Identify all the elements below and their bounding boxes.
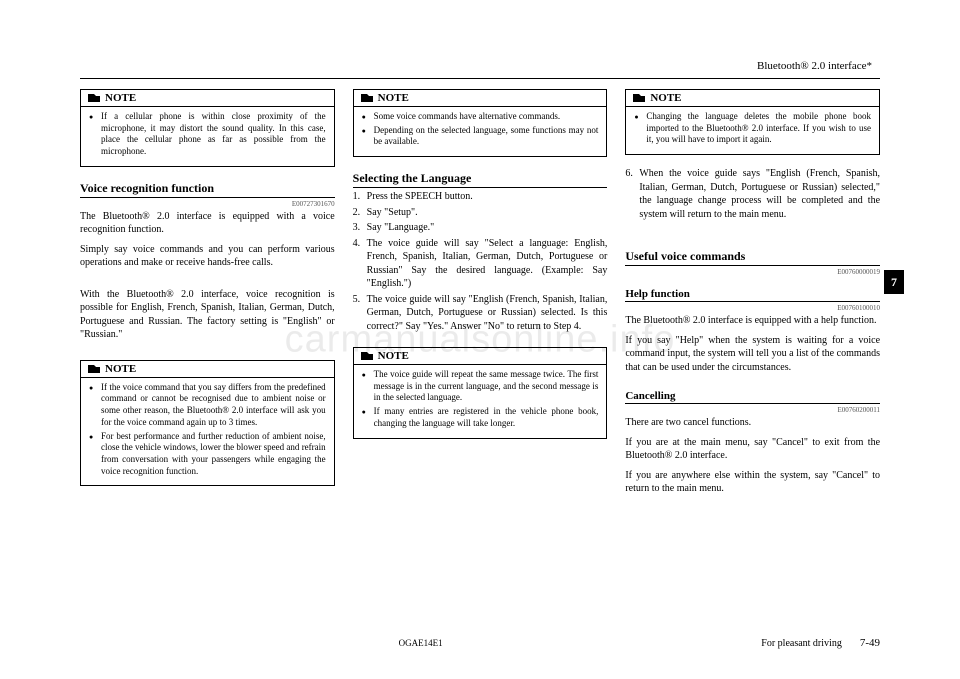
note-header: NOTE (81, 90, 334, 107)
list-num: 6. (625, 167, 633, 181)
section-heading: Useful voice commands (625, 249, 880, 266)
column-2: NOTE Some voice commands have alternativ… (353, 89, 608, 629)
note-item: For best performance and further reducti… (89, 431, 326, 478)
body-text: With the Bluetooth® 2.0 interface, voice… (80, 288, 335, 342)
note-icon (632, 93, 646, 103)
footer-right: For pleasant driving 7-49 (761, 637, 880, 649)
reference-code: E00760000019 (625, 268, 880, 276)
note-item: Depending on the selected language, some… (362, 125, 599, 148)
list-num: 4. (353, 237, 361, 251)
note-box: NOTE If a cellular phone is within close… (80, 89, 335, 167)
note-body: If the voice command that you say differ… (81, 378, 334, 486)
note-label: NOTE (378, 350, 409, 362)
note-label: NOTE (650, 92, 681, 104)
list-item: 4. The voice guide will say "Select a lan… (353, 237, 608, 291)
page-tab: 7 (884, 270, 904, 294)
note-body: Changing the language deletes the mobile… (626, 107, 879, 154)
body-text: The Bluetooth® 2.0 interface is equipped… (625, 314, 880, 328)
note-item: If a cellular phone is within close prox… (89, 111, 326, 158)
body-text: There are two cancel functions. (625, 416, 880, 430)
body-text: The Bluetooth® 2.0 interface is equipped… (80, 210, 335, 237)
note-item: Some voice commands have alternative com… (362, 111, 599, 123)
list-num: 3. (353, 221, 361, 235)
spacer (80, 276, 335, 288)
columns: NOTE If a cellular phone is within close… (80, 89, 880, 629)
list-text: Press the SPEECH button. (367, 191, 473, 202)
note-item: Changing the language deletes the mobile… (634, 111, 871, 146)
section-heading: Voice recognition function (80, 181, 335, 198)
body-text: If you are at the main menu, say "Cancel… (625, 436, 880, 463)
note-icon (87, 364, 101, 374)
footer-center: OGAE14E1 (80, 638, 761, 648)
note-body: The voice guide will repeat the same mes… (354, 365, 607, 437)
ordered-list: 1. Press the SPEECH button. 2. Say "Setup"… (353, 190, 608, 335)
note-box: NOTE If the voice command that you say d… (80, 360, 335, 487)
footer-section-title: For pleasant driving (761, 638, 842, 649)
header-title: Bluetooth® 2.0 interface* (80, 60, 880, 72)
note-body: Some voice commands have alternative com… (354, 107, 607, 156)
list-item: 3. Say "Language." (353, 221, 608, 235)
note-header: NOTE (354, 348, 607, 365)
note-icon (360, 351, 374, 361)
page-container: Bluetooth® 2.0 interface* NOTE If a cell… (0, 0, 960, 679)
note-header: NOTE (626, 90, 879, 107)
list-num: 2. (353, 206, 361, 220)
note-icon (87, 93, 101, 103)
body-text: If you say "Help" when the system is wai… (625, 334, 880, 375)
note-label: NOTE (105, 363, 136, 375)
body-text: Simply say voice commands and you can pe… (80, 243, 335, 270)
note-body: If a cellular phone is within close prox… (81, 107, 334, 166)
column-3: NOTE Changing the language deletes the m… (625, 89, 880, 629)
note-box: NOTE The voice guide will repeat the sam… (353, 347, 608, 438)
column-1: NOTE If a cellular phone is within close… (80, 89, 335, 629)
note-item: The voice guide will repeat the same mes… (362, 369, 599, 404)
note-icon (360, 93, 374, 103)
list-text: When the voice guide says "English (Fren… (639, 168, 880, 220)
list-text: The voice guide will say "English (Frenc… (367, 294, 608, 332)
reference-code: E00760100010 (625, 304, 880, 312)
spacer (80, 348, 335, 360)
note-header: NOTE (81, 361, 334, 378)
note-label: NOTE (105, 92, 136, 104)
note-item: If many entries are registered in the ve… (362, 406, 599, 429)
header-rule (80, 78, 880, 79)
footer: OGAE14E1 For pleasant driving 7-49 (80, 637, 880, 649)
note-item: If the voice command that you say differ… (89, 382, 326, 429)
note-header: NOTE (354, 90, 607, 107)
list-num: 1. (353, 190, 361, 204)
sub-heading: Cancelling (625, 390, 880, 404)
note-label: NOTE (378, 92, 409, 104)
section-heading: Selecting the Language (353, 171, 608, 188)
spacer (353, 335, 608, 347)
list-text: Say "Language." (367, 222, 435, 233)
list-item: 5. The voice guide will say "English (Fre… (353, 293, 608, 334)
list-num: 5. (353, 293, 361, 307)
list-text: Say "Setup". (367, 207, 418, 218)
sub-heading: Help function (625, 288, 880, 302)
reference-code: E00727301670 (80, 200, 335, 208)
page-number: 7-49 (860, 637, 880, 649)
note-box: NOTE Some voice commands have alternativ… (353, 89, 608, 157)
note-box: NOTE Changing the language deletes the m… (625, 89, 880, 155)
spacer (625, 155, 880, 167)
list-text: The voice guide will say "Select a langu… (367, 238, 608, 290)
reference-code: E00760200011 (625, 406, 880, 414)
list-item: 6. When the voice guide says "English (Fr… (625, 167, 880, 221)
ordered-list: 6. When the voice guide says "English (Fr… (625, 167, 880, 223)
list-item: 1. Press the SPEECH button. (353, 190, 608, 204)
list-item: 2. Say "Setup". (353, 206, 608, 220)
spacer (625, 223, 880, 235)
body-text: If you are anywhere else within the syst… (625, 469, 880, 496)
